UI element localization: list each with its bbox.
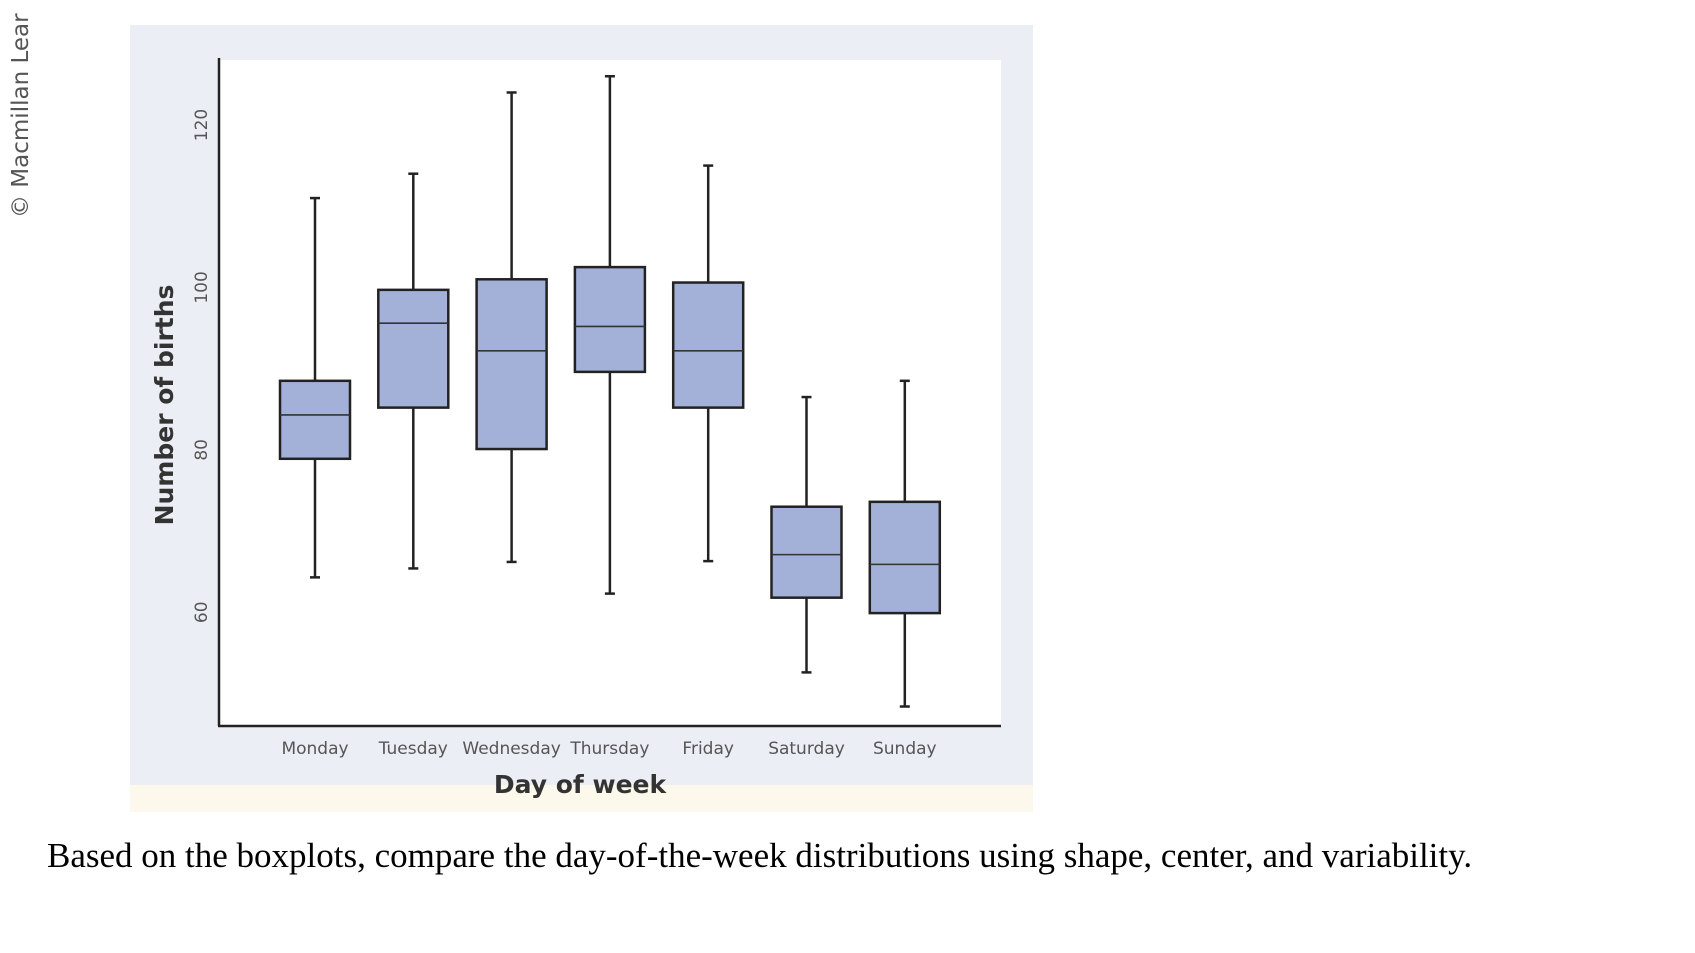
y-axis-title: Number of births bbox=[150, 285, 179, 526]
boxplot-chart: 60 80 100 120 Monday Tuesday Wednesday Thursda… bbox=[130, 25, 1033, 812]
y-tick-label-80: 80 bbox=[192, 439, 212, 461]
iqr-box-wednesday bbox=[475, 278, 548, 451]
question-text: Based on the boxplots, compare the day-o… bbox=[47, 836, 1473, 875]
y-tick-label-60: 60 bbox=[192, 601, 212, 623]
box-monday bbox=[278, 196, 352, 579]
box-thursday bbox=[573, 74, 647, 595]
x-tick-label-friday: Friday bbox=[682, 739, 734, 759]
iqr-box-tuesday bbox=[377, 288, 450, 409]
iqr-box-monday bbox=[278, 379, 352, 461]
y-tick-label-120: 120 bbox=[192, 109, 212, 141]
x-tick-label-wednesday: Wednesday bbox=[462, 739, 560, 759]
y-tick-labels: 60 80 100 120 bbox=[192, 109, 212, 623]
x-tick-label-sunday: Sunday bbox=[873, 739, 937, 759]
x-tick-label-tuesday: Tuesday bbox=[378, 739, 448, 759]
copyright-notice: © Macmillan Lear bbox=[8, 13, 34, 218]
iqr-box-thursday bbox=[573, 265, 647, 374]
box-sunday bbox=[868, 379, 942, 708]
iqr-box-friday bbox=[671, 281, 745, 409]
box-saturday bbox=[770, 395, 843, 674]
copyright-text: © Macmillan Lear bbox=[8, 13, 34, 218]
box-tuesday bbox=[377, 172, 450, 570]
x-tick-labels: Monday Tuesday Wednesday Thursday Friday Satu… bbox=[281, 739, 936, 759]
iqr-box-sunday bbox=[868, 500, 942, 615]
x-tick-label-saturday: Saturday bbox=[768, 739, 845, 759]
boxes-layer bbox=[278, 74, 942, 708]
iqr-box-saturday bbox=[770, 505, 843, 599]
box-wednesday bbox=[475, 91, 548, 564]
chart-footer-strip bbox=[130, 785, 1033, 812]
box-friday bbox=[671, 164, 745, 563]
y-tick-label-100: 100 bbox=[192, 271, 212, 303]
x-tick-label-monday: Monday bbox=[281, 739, 348, 759]
x-axis-title: Day of week bbox=[494, 770, 668, 799]
x-tick-label-thursday: Thursday bbox=[569, 739, 649, 759]
